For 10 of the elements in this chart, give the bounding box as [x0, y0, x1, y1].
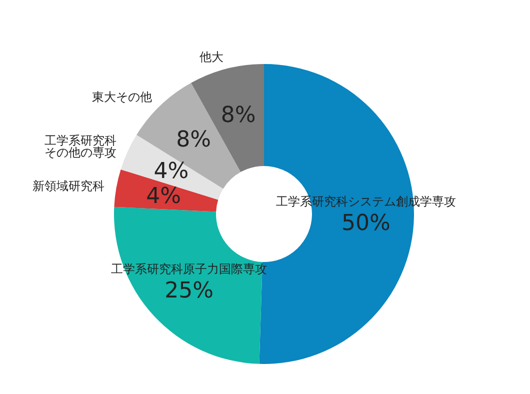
data-label: 8% [176, 128, 212, 153]
data-label: 8% [220, 102, 256, 128]
data-label: 25% [164, 278, 214, 304]
data-label: 50% [342, 211, 390, 236]
slice-label: 新領域研究科 [32, 178, 104, 193]
slice-label: 東大その他 [92, 90, 152, 104]
slice-label: 工学系研究科その他の専攻 [44, 134, 117, 160]
slice-label: 他大 [199, 50, 224, 64]
data-label: 4% [146, 184, 182, 209]
data-label: 4% [154, 159, 189, 184]
